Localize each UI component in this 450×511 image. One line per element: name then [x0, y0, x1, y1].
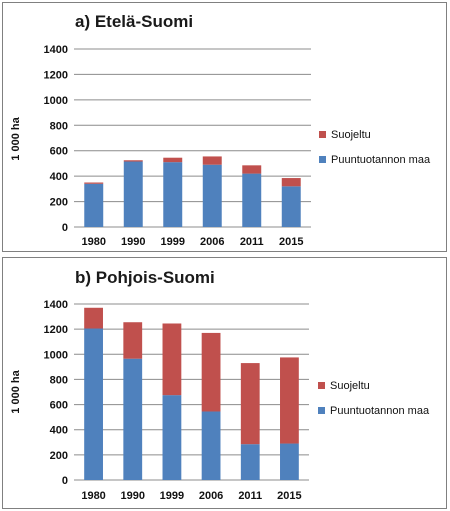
panel-b-x-tick-label: 2006: [199, 490, 223, 502]
panel-a-y-tick-label: 1200: [44, 69, 68, 81]
panel-a-bar-puuntuotannon-maa-2011: [242, 173, 262, 227]
panel-a-legend-swatch: [319, 156, 326, 163]
panel-a-bar-puuntuotannon-maa-2015: [281, 186, 301, 227]
panel-a-frame: [2, 2, 447, 252]
panel-a-y-tick-label: 800: [50, 120, 68, 132]
panel-a-legend-label: Suojeltu: [331, 129, 371, 141]
panel-a-y-tick-label: 400: [50, 171, 68, 183]
panel-b-bar-puuntuotannon-maa-2015: [280, 443, 299, 480]
panel-a-y-tick-label: 1000: [44, 95, 68, 107]
panel-a-y-tick-label: 600: [50, 146, 68, 158]
panel-b-y-tick-label: 600: [50, 400, 68, 412]
panel-b-y-tick-label: 400: [50, 425, 68, 437]
panel-b-y-tick-label: 0: [62, 475, 68, 487]
panel-b-legend-label: Puuntuotannon maa: [330, 405, 430, 417]
panel-a-bar-puuntuotannon-maa-1980: [84, 183, 104, 227]
panel-a-bar-suojeltu-1999: [163, 157, 183, 163]
panel-b-x-tick-label: 2011: [238, 490, 262, 502]
panel-b-x-tick-label: 1990: [121, 490, 145, 502]
panel-a-bar-suojeltu-2006: [202, 156, 222, 165]
panel-b-bar-suojeltu-2011: [240, 363, 260, 445]
panel-a-bar-suojeltu-1980: [84, 182, 104, 184]
panel-b-bar-puuntuotannon-maa-2006: [201, 411, 221, 480]
panel-a-title: a) Etelä-Suomi: [75, 12, 193, 31]
panel-b-title: b) Pohjois-Suomi: [75, 268, 215, 287]
panel-a-legend-swatch: [319, 131, 326, 138]
panel-b-y-tick-label: 1400: [44, 299, 68, 311]
panel-a-x-tick-label: 1999: [161, 236, 185, 248]
panel-b-bar-suojeltu-1980: [84, 307, 103, 329]
panel-a-x-tick-label: 2011: [240, 236, 264, 248]
panel-a-y-tick-label: 1400: [44, 44, 68, 56]
panel-b-x-tick-label: 2015: [277, 490, 301, 502]
panel-a-legend-label: Puuntuotannon maa: [331, 154, 431, 166]
panel-a-bar-puuntuotannon-maa-2006: [202, 164, 222, 227]
panel-b-legend-swatch: [318, 382, 325, 389]
panel-b-bar-suojeltu-1990: [123, 322, 143, 359]
panel-a-bar-puuntuotannon-maa-1990: [123, 161, 143, 227]
panel-b-bar-suojeltu-1999: [162, 323, 182, 396]
panel-b-bar-puuntuotannon-maa-1980: [84, 328, 103, 480]
panel-a-x-tick-label: 2006: [200, 236, 224, 248]
panel-b-legend-swatch: [318, 407, 325, 414]
panel-b-bar-suojeltu-2015: [280, 357, 299, 444]
panel-b-x-tick-label: 1980: [81, 490, 105, 502]
panel-b-y-tick-label: 200: [50, 450, 68, 462]
panel-a-bar-puuntuotannon-maa-1999: [163, 162, 183, 227]
panel-a-plot: 0 200 400 600 800 1000 1200 1400 1980 1990 1999 200…: [44, 44, 431, 248]
panel-a-x-tick-label: 1990: [121, 236, 145, 248]
panel-b-bar-puuntuotannon-maa-2011: [240, 444, 260, 480]
panel-a-y-tick-label: 200: [50, 197, 68, 209]
panel-b-frame: [2, 257, 447, 509]
panel-b-y-tick-label: 800: [50, 374, 68, 386]
panel-a-bar-suojeltu-2015: [281, 178, 301, 187]
panel-b-y-axis-label: 1 000 ha: [10, 369, 22, 413]
panel-a-x-tick-label: 1980: [82, 236, 106, 248]
panel-b-bar-puuntuotannon-maa-1990: [123, 358, 143, 480]
panel-b-plot: 0 200 400 600 800 1000 1200 1400 1980 1990 1999 200…: [44, 299, 430, 502]
panel-b-bar-suojeltu-2006: [201, 332, 221, 412]
panel-b-x-tick-label: 1999: [160, 490, 184, 502]
panel-b-y-tick-label: 1000: [44, 349, 68, 361]
panel-a-y-axis-label: 1 000 ha: [10, 116, 22, 160]
panel-a-y-tick-label: 0: [62, 222, 68, 234]
panel-b-y-tick-label: 1200: [44, 324, 68, 336]
panel-b-bar-puuntuotannon-maa-1999: [162, 395, 182, 480]
panel-b-legend-label: Suojeltu: [330, 380, 370, 392]
panel-a-x-tick-label: 2015: [279, 236, 303, 248]
panel-a-bar-suojeltu-2011: [242, 165, 262, 174]
panel-a-bar-suojeltu-1990: [123, 160, 143, 162]
